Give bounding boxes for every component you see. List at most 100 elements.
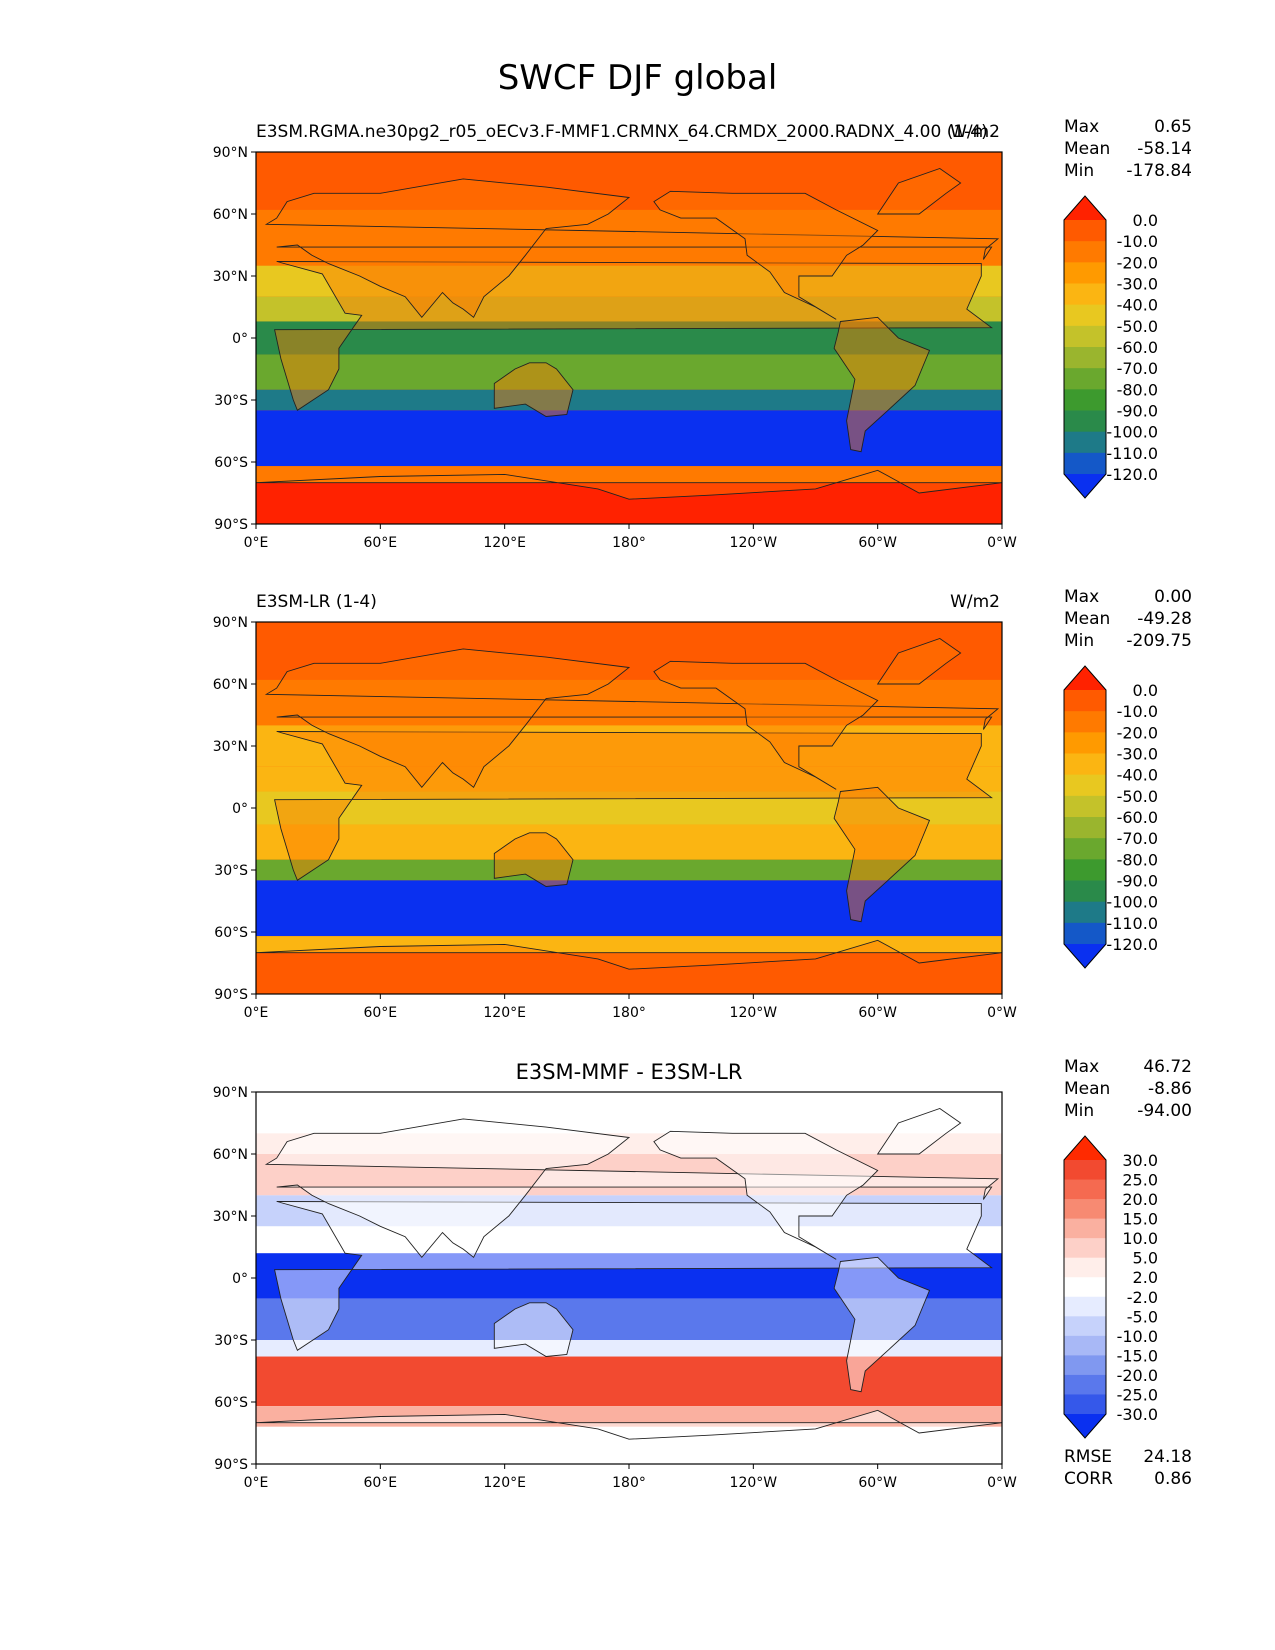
map-band-0 — [256, 152, 1002, 210]
x-tick-label: 120°E — [483, 535, 526, 551]
panel-3-stats: Max 46.72 Mean -8.86 Min -94.00 — [1064, 1056, 1192, 1122]
coastline-2 — [493, 1302, 574, 1357]
colorbar-segment — [1064, 859, 1106, 881]
x-tick-label: 0°E — [244, 1005, 269, 1021]
stat-label: Max — [1064, 117, 1100, 137]
x-tick-label: 120°W — [730, 1005, 778, 1021]
colorbar-extend-bottom — [1064, 1414, 1106, 1438]
panel-2-units: W/m2 — [950, 592, 1000, 612]
map-band-7 — [256, 1340, 1002, 1357]
coastline-2 — [493, 832, 574, 887]
colorbar-extend-top — [1064, 196, 1106, 220]
colorbar-label: -110.0 — [1106, 444, 1158, 463]
colorbar-label: -90.0 — [1117, 402, 1158, 421]
map-band-8 — [256, 936, 1002, 953]
colorbar-label: -80.0 — [1117, 850, 1158, 869]
map-band-0 — [256, 1092, 1002, 1134]
colorbar-segment — [1064, 1335, 1106, 1356]
colorbar-label: 0.0 — [1133, 681, 1158, 700]
stat-label: Min — [1064, 161, 1095, 181]
panel-difference: E3SM-MMF - E3SM-LR Max 46.72 Mean -8.86 Mi… — [0, 1054, 1275, 1524]
colorbar-segment — [1064, 241, 1106, 263]
colorbar-label: 10.0 — [1122, 1229, 1158, 1248]
colorbar-extend-bottom — [1064, 944, 1106, 968]
colorbar-label: -60.0 — [1117, 808, 1158, 827]
colorbar-label: -5.0 — [1127, 1307, 1158, 1326]
colorbar-extend-top — [1064, 1136, 1106, 1160]
colorbar-segment — [1064, 431, 1106, 454]
stat-label: Max — [1064, 587, 1100, 607]
colorbar-segment — [1064, 880, 1106, 903]
colorbar-segment — [1064, 325, 1106, 348]
colorbar-outline — [1063, 195, 1107, 499]
colorbar-label: -20.0 — [1117, 1366, 1158, 1385]
stat-label: Min — [1064, 1101, 1095, 1121]
map-band-5 — [256, 824, 1002, 860]
colorbar-segment — [1064, 1238, 1106, 1259]
x-tick-label: 120°E — [483, 1475, 526, 1491]
y-tick-label: 90°N — [213, 1085, 248, 1101]
x-tick-label: 60°W — [858, 1005, 897, 1021]
colorbar-segment — [1064, 838, 1106, 860]
stat-label: CORR — [1064, 1469, 1113, 1489]
colorbar-segment — [1064, 817, 1106, 839]
colorbar-segment — [1064, 304, 1106, 327]
y-tick-label: 60°S — [214, 925, 248, 941]
stat-label: Mean — [1064, 1079, 1111, 1099]
colorbar-label: 25.0 — [1122, 1171, 1158, 1190]
x-tick-label: 60°E — [363, 535, 397, 551]
coastline-1 — [264, 178, 1000, 319]
panel-2-map: 0°E 60°E 120°E 180° 120°W 60°W 0°W 90°N 60°N 30°N… — [213, 615, 1158, 1021]
colorbar-outline — [1063, 1135, 1107, 1439]
coastline-5 — [876, 637, 962, 685]
colorbar-label: -10.0 — [1117, 1327, 1158, 1346]
map-band-4 — [256, 321, 1002, 355]
stat-mean: -49.28 — [1137, 609, 1192, 629]
panel-reference: E3SM-LR (1-4) W/m2 Max 0.00 Mean -49.28 Mi… — [0, 584, 1275, 1054]
x-tick-label: 0°E — [244, 1475, 269, 1491]
colorbar-segment — [1064, 753, 1106, 776]
y-tick-label: 0° — [232, 331, 248, 347]
stat-max: 46.72 — [1143, 1057, 1192, 1077]
colorbar-segment — [1064, 220, 1106, 242]
map-band-7 — [256, 880, 1002, 937]
colorbar-label: -2.0 — [1127, 1288, 1158, 1307]
y-tick-label: 30°N — [213, 1209, 248, 1225]
colorbar-segment — [1064, 1394, 1106, 1415]
x-tick-label: 180° — [612, 535, 646, 551]
colorbar-segment — [1064, 711, 1106, 733]
panel-3-title: E3SM-MMF - E3SM-LR — [515, 1060, 743, 1084]
panel-3-skill-stats: RMSE 24.18 CORR 0.86 — [1064, 1446, 1192, 1490]
map-band-1 — [256, 679, 1002, 726]
colorbar-label: -10.0 — [1117, 232, 1158, 251]
panel-2-title-left: E3SM-LR (1-4) — [256, 592, 377, 612]
colorbar-segment — [1064, 1199, 1106, 1220]
colorbar-segment — [1064, 1218, 1106, 1239]
stat-label: Mean — [1064, 139, 1111, 159]
panel-model: E3SM.RGMA.ne30pg2_r05_oECv3.F-MMF1.CRMNX… — [0, 114, 1275, 584]
coastline-3 — [653, 1130, 879, 1260]
map-band-9 — [256, 482, 1002, 524]
coastline-2 — [493, 362, 574, 417]
colorbar-label: -70.0 — [1117, 829, 1158, 848]
colorbar-label: -10.0 — [1117, 702, 1158, 721]
colorbar-segment — [1064, 774, 1106, 797]
colorbar-segment — [1064, 732, 1106, 754]
stat-min: -94.00 — [1137, 1101, 1192, 1121]
y-tick-label: 90°S — [214, 517, 248, 533]
stat-mean: -8.86 — [1148, 1079, 1192, 1099]
map-band-8 — [256, 1356, 1002, 1407]
panel-1-title-left: E3SM.RGMA.ne30pg2_r05_oECv3.F-MMF1.CRMNX… — [256, 122, 988, 142]
colorbar-label: -80.0 — [1117, 380, 1158, 399]
colorbar-label: -15.0 — [1117, 1346, 1158, 1365]
x-tick-label: 0°E — [244, 535, 269, 551]
panel-3-map: 0°E 60°E 120°E 180° 120°W 60°W 0°W 90°N 60°N 30°N… — [213, 1085, 1158, 1491]
x-tick-label: 180° — [612, 1005, 646, 1021]
colorbar-label: -100.0 — [1106, 893, 1158, 912]
panel-1-units: W/m2 — [950, 122, 1000, 142]
stat-mean: -58.14 — [1137, 139, 1192, 159]
map-band-5 — [256, 354, 1002, 390]
x-tick-label: 60°E — [363, 1475, 397, 1491]
stat-rmse: 24.18 — [1143, 1447, 1192, 1467]
colorbar-segment — [1064, 1179, 1106, 1200]
